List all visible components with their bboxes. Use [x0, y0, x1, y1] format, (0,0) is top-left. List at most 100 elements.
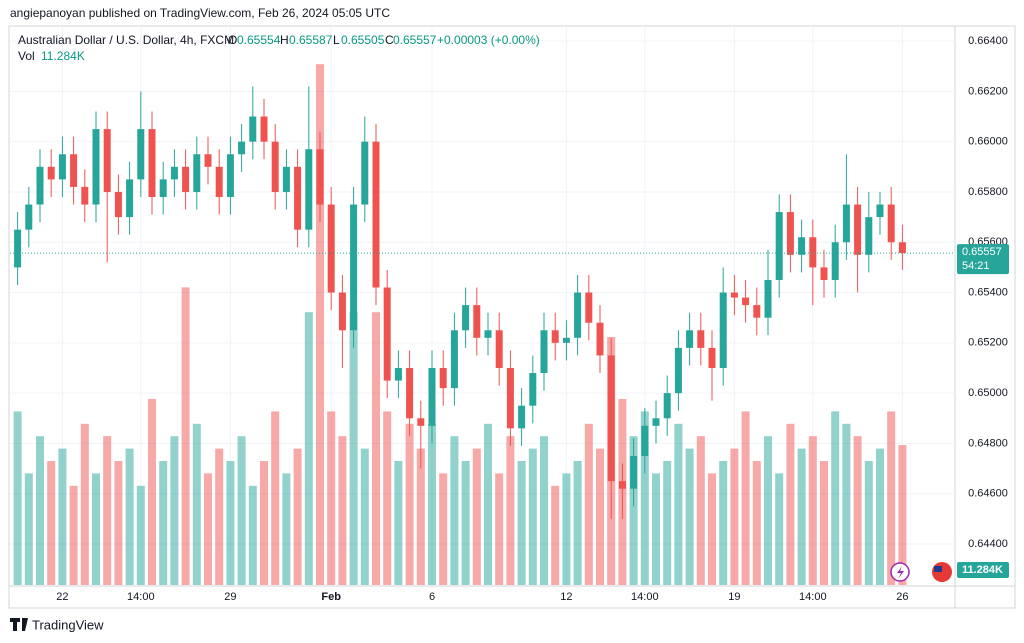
y-tick-label: 0.64800 — [968, 437, 1008, 449]
volume-bar — [58, 448, 67, 585]
volume-bar — [114, 461, 123, 585]
candle-body — [428, 367, 436, 426]
volume-bar — [741, 411, 750, 585]
candle-body — [372, 141, 380, 288]
close-value: 0.65557 — [393, 33, 437, 47]
volume-bar — [248, 485, 257, 585]
candle-body — [652, 418, 660, 426]
published-line: angiepanoyan published on TradingView.co… — [10, 6, 390, 20]
volume-bar — [271, 411, 280, 585]
candle-body — [663, 393, 671, 419]
candle-body — [798, 237, 806, 255]
volume-bar — [831, 411, 840, 585]
volume-bar — [293, 448, 302, 585]
volume-bar — [775, 473, 784, 585]
volume-bar — [573, 461, 582, 585]
volume-bar — [876, 448, 884, 585]
volume-bar — [136, 485, 145, 585]
candle-body — [249, 116, 257, 142]
candle-body — [282, 166, 290, 192]
candle-body — [618, 481, 626, 489]
price-tag-countdown: 54:21 — [962, 260, 990, 272]
candle-body — [540, 330, 548, 374]
volume-bar — [349, 312, 358, 585]
vol-label: Vol — [18, 49, 35, 63]
candle-body — [305, 149, 313, 230]
volume-bar — [696, 436, 705, 585]
candle-body — [585, 292, 593, 323]
candle-body — [630, 455, 638, 489]
candle-body — [103, 129, 111, 192]
candle-body — [215, 166, 223, 197]
close-label: C — [385, 33, 394, 47]
candle-body — [170, 166, 178, 180]
volume-bar — [864, 461, 873, 585]
y-tick-label: 0.64600 — [968, 488, 1008, 500]
symbol: Australian Dollar / U.S. Dollar, 4h, FXC… — [18, 33, 234, 47]
candle-body — [887, 204, 895, 243]
volume-bar — [170, 436, 179, 585]
volume-bar — [752, 461, 761, 585]
price-tag-value: 0.65557 — [962, 246, 1002, 258]
volume-bar — [674, 423, 683, 585]
open-label: O — [228, 33, 237, 47]
candle-body — [607, 355, 615, 482]
volume-bar — [80, 423, 89, 585]
x-tick-label: Feb — [321, 591, 341, 603]
volume-bar — [416, 448, 425, 585]
volume-bar — [394, 461, 403, 585]
candle-body — [674, 347, 682, 394]
volume-bar — [159, 461, 168, 585]
candle-body — [439, 367, 447, 389]
x-tick-label: 14:00 — [631, 591, 659, 603]
candle-body — [462, 305, 470, 331]
volume-bar — [853, 436, 862, 585]
volume-bar — [215, 448, 224, 585]
volume-bar — [640, 411, 649, 585]
candle-body — [809, 237, 817, 268]
volume-bar — [528, 448, 537, 585]
frame — [8, 25, 1016, 609]
volume-bar — [360, 448, 369, 585]
candle-body — [786, 212, 794, 255]
brand: TradingView — [32, 617, 104, 632]
volume-bar — [506, 436, 515, 585]
volume-bar — [484, 423, 492, 585]
candle-body — [238, 141, 246, 155]
volume-tag-value: 11.284K — [962, 564, 1003, 576]
candle-body — [708, 347, 716, 368]
candle-body — [417, 418, 425, 426]
volume-bar — [338, 436, 347, 585]
volume-bar — [92, 473, 100, 585]
flag-canton — [934, 566, 942, 572]
tv-logo — [10, 618, 28, 631]
candle-body — [226, 154, 234, 197]
y-tick-label: 0.66200 — [968, 85, 1008, 97]
candle-body — [316, 149, 324, 205]
candle-body — [562, 337, 570, 343]
volume-bar — [372, 312, 380, 585]
candle-body — [294, 166, 302, 230]
volume-bar — [450, 436, 459, 585]
volume-bar — [405, 423, 414, 585]
candle-body — [753, 305, 761, 318]
volume-bar — [629, 436, 638, 585]
volume-bar — [327, 411, 336, 585]
volume-bar — [237, 436, 246, 585]
volume-bar — [887, 411, 896, 585]
x-tick-label: 26 — [896, 591, 908, 603]
y-tick-label: 0.66400 — [968, 35, 1008, 47]
candle-body — [81, 186, 89, 205]
candle-body — [506, 367, 514, 429]
volume-bar — [439, 473, 448, 585]
y-tick-label: 0.65000 — [968, 387, 1008, 399]
volume-bar — [797, 448, 806, 585]
volume-bar — [652, 473, 660, 585]
candle-body — [450, 330, 458, 389]
candle-body — [327, 204, 335, 293]
candle-body — [697, 330, 705, 348]
x-tick-label: 14:00 — [799, 591, 827, 603]
open-value: 0.65554 — [237, 33, 281, 47]
x-tick-label: 29 — [224, 591, 236, 603]
